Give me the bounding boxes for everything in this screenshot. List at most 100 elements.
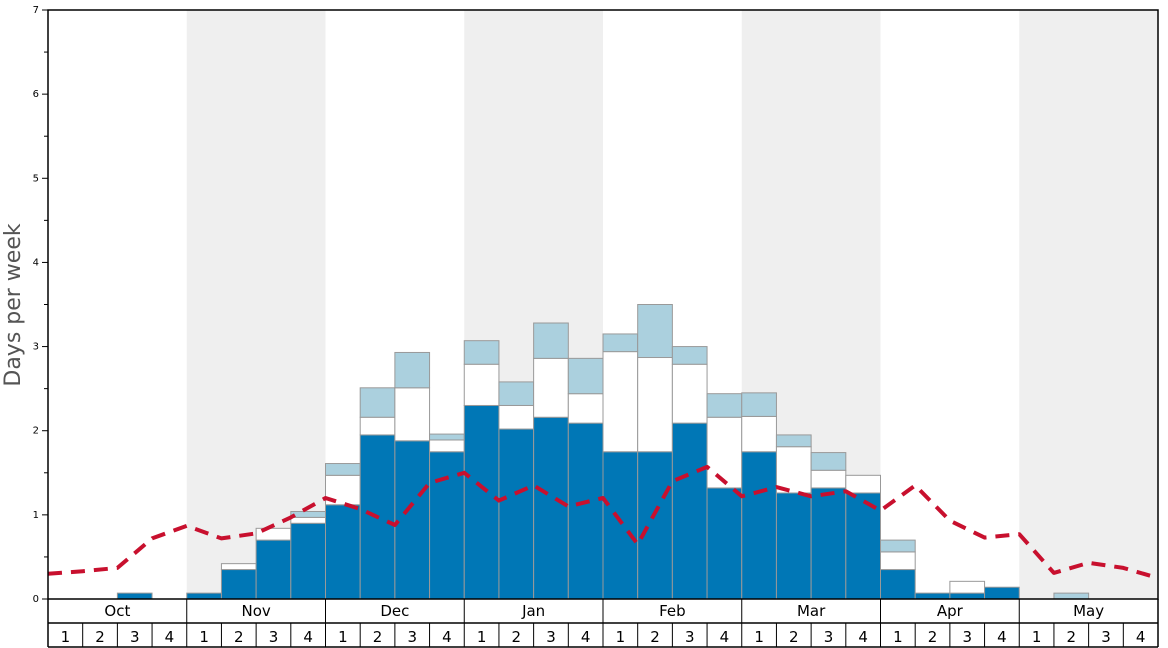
- bar-middle: [637, 357, 673, 453]
- week-label: 4: [997, 628, 1007, 646]
- week-label: 1: [1032, 628, 1042, 646]
- bar-middle: [394, 387, 431, 442]
- week-label: 1: [754, 628, 764, 646]
- bar-top: [637, 304, 673, 359]
- bar-top: [498, 381, 535, 406]
- bar-bottom: [741, 451, 777, 600]
- week-label: 2: [928, 628, 938, 646]
- week-label: 2: [373, 628, 383, 646]
- week-label: 3: [824, 628, 834, 646]
- bar-bottom: [394, 440, 431, 600]
- bar-middle: [533, 357, 569, 418]
- month-label-dec: Dec: [380, 602, 409, 620]
- bar-bottom: [290, 522, 326, 600]
- month-label-may: May: [1073, 602, 1104, 620]
- month-shade-may: [1019, 10, 1158, 599]
- week-label: 1: [616, 628, 626, 646]
- bar-top: [359, 387, 396, 418]
- bar-middle: [429, 439, 465, 453]
- bar-middle: [671, 363, 708, 424]
- week-label: 4: [858, 628, 868, 646]
- week-label: 1: [199, 628, 209, 646]
- bar-top: [394, 351, 431, 389]
- week-label: 3: [962, 628, 972, 646]
- bar-top: [290, 510, 326, 518]
- y-tick-label: 7: [33, 5, 39, 16]
- bar-bottom: [602, 451, 639, 600]
- bar-bottom: [775, 492, 812, 600]
- week-label: 2: [789, 628, 799, 646]
- trend-line-layer: [47, 464, 1159, 580]
- y-tick-label: 4: [33, 257, 39, 268]
- bar-middle: [290, 516, 326, 524]
- week-label: 1: [61, 628, 71, 646]
- trend-line: [47, 464, 1159, 580]
- y-tick-label: 6: [33, 89, 39, 100]
- bar-middle: [741, 415, 777, 453]
- bar-middle: [359, 416, 396, 436]
- month-shade-nov: [186, 10, 326, 599]
- bar-bottom: [880, 569, 916, 600]
- bar-top: [602, 333, 639, 353]
- bar-bottom: [845, 492, 881, 600]
- bar-top: [880, 539, 916, 553]
- week-label: 3: [130, 628, 140, 646]
- week-label: 2: [1067, 628, 1077, 646]
- month-label-nov: Nov: [241, 602, 270, 620]
- bar-middle: [220, 563, 257, 571]
- bar-top: [775, 434, 812, 448]
- bar-bottom: [984, 586, 1020, 600]
- bar-middle: [498, 404, 535, 430]
- bar-bottom: [325, 504, 361, 600]
- bar-bottom: [671, 422, 708, 600]
- x-axis-table: Oct Nov Dec Jan Feb Mar Apr May 1 2 3 4 1 2 3 4 1 2 3 4 1 2 3 4…: [47, 599, 1159, 648]
- week-label: 3: [1101, 628, 1111, 646]
- bar-top: [429, 433, 465, 441]
- week-label: 4: [303, 628, 313, 646]
- bar-bottom: [914, 592, 951, 600]
- y-tick-label: 2: [33, 426, 39, 437]
- bar-top: [810, 452, 847, 471]
- week-label: 2: [95, 628, 105, 646]
- week-label: 2: [650, 628, 660, 646]
- bar-bottom: [567, 422, 604, 600]
- week-label: 1: [338, 628, 348, 646]
- bar-middle: [567, 393, 604, 424]
- bar-middle: [810, 469, 847, 489]
- week-label: 3: [407, 628, 417, 646]
- bar-top: [463, 340, 500, 365]
- y-tick-label: 5: [33, 173, 39, 184]
- bar-bottom: [949, 592, 986, 600]
- bar-top: [567, 357, 604, 395]
- bar-bottom: [220, 569, 257, 600]
- week-label: 4: [1136, 628, 1146, 646]
- bar-top: [706, 393, 743, 418]
- y-tick-label: 0: [33, 594, 39, 605]
- week-label: 3: [685, 628, 695, 646]
- bar-bottom: [116, 592, 153, 600]
- bar-top: [533, 322, 569, 359]
- week-label: 3: [269, 628, 279, 646]
- month-label-jan: Jan: [521, 602, 545, 620]
- bar-bottom: [637, 451, 673, 600]
- month-label-mar: Mar: [797, 602, 826, 620]
- bar-top: [741, 392, 777, 417]
- bar-bottom: [706, 487, 743, 600]
- bar-bottom: [186, 592, 222, 600]
- y-tick-label: 1: [33, 510, 39, 521]
- week-label: 3: [546, 628, 556, 646]
- week-label: 4: [165, 628, 175, 646]
- bar-bottom: [498, 428, 535, 600]
- bar-middle: [845, 474, 881, 494]
- week-label: 2: [512, 628, 522, 646]
- week-label: 4: [581, 628, 591, 646]
- month-label-apr: Apr: [937, 602, 964, 620]
- bar-middle: [706, 416, 743, 489]
- y-axis-label: Days per week: [1, 223, 26, 386]
- bar-bottom: [810, 487, 847, 600]
- bar-top: [671, 346, 708, 365]
- week-label: 4: [442, 628, 452, 646]
- bar-top: [1053, 592, 1090, 600]
